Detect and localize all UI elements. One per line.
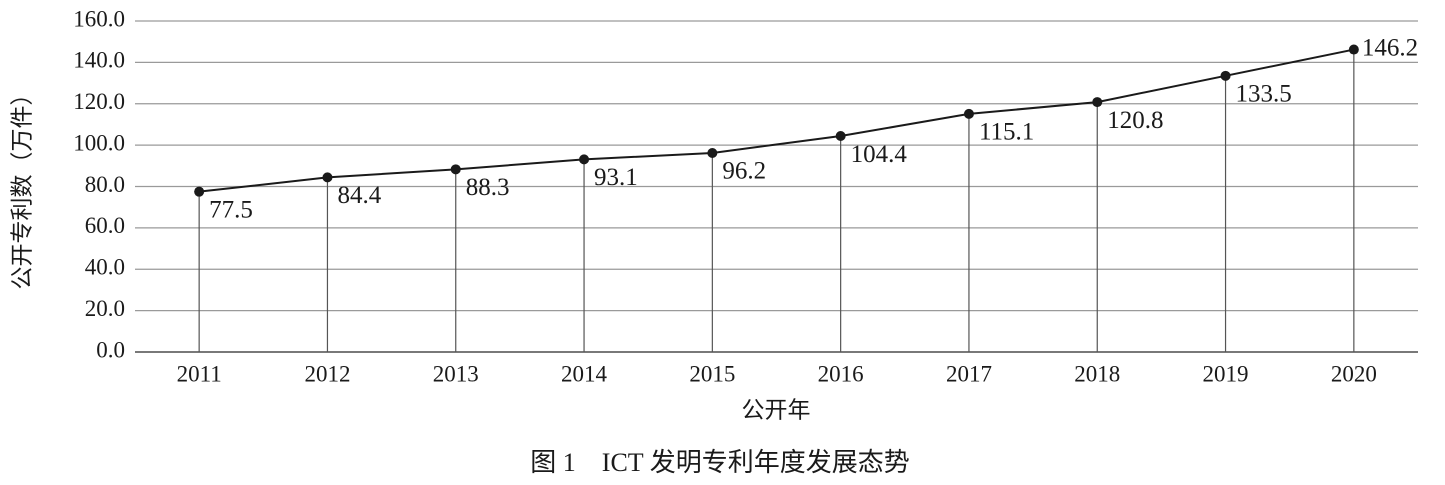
x-axis-label: 公开年	[742, 397, 811, 422]
data-label: 104.4	[851, 141, 908, 168]
y-tick-label: 20.0	[85, 296, 125, 321]
caption: 图 1 ICT 发明专利年度发展态势	[530, 448, 909, 477]
x-tick-label: 2011	[177, 361, 222, 386]
x-tick-label: 2014	[561, 361, 608, 386]
point	[1348, 44, 1359, 55]
data-label: 88.3	[466, 174, 510, 201]
point	[1220, 70, 1231, 81]
point	[707, 147, 718, 158]
point	[194, 186, 205, 197]
point	[835, 131, 846, 142]
data-label: 84.4	[337, 182, 381, 209]
data-label: 133.5	[1236, 81, 1292, 108]
x-tick-label: 2020	[1331, 361, 1377, 386]
data-label: 146.2	[1362, 34, 1418, 61]
x-tick-label: 2019	[1203, 361, 1249, 386]
data-label: 93.1	[594, 164, 638, 191]
y-tick-label: 40.0	[85, 255, 125, 280]
line	[199, 48, 1355, 193]
y-tick-label: 120.0	[73, 89, 125, 114]
y-tick-label: 80.0	[85, 172, 125, 197]
x-tick-label: 2018	[1074, 361, 1120, 386]
x-tick-label: 2013	[433, 361, 479, 386]
y-tick-label: 0.0	[96, 337, 125, 362]
x-tick-label: 2015	[689, 361, 735, 386]
y-tick-label: 60.0	[85, 213, 125, 238]
point	[963, 108, 974, 119]
data-label: 120.8	[1107, 107, 1163, 134]
data-label: 96.2	[722, 158, 766, 185]
y-axis-label: 公开专利数（万件）	[9, 83, 34, 290]
data-label: 115.1	[979, 119, 1034, 146]
y-tick-label: 140.0	[73, 48, 125, 73]
point	[1092, 97, 1103, 108]
x-tick-label: 2012	[304, 361, 350, 386]
point	[450, 164, 461, 175]
point	[322, 172, 333, 183]
x-tick-label: 2016	[818, 361, 864, 386]
data-label: 77.5	[209, 196, 253, 223]
y-tick-label: 100.0	[73, 130, 125, 155]
y-tick-label: 160.0	[73, 6, 125, 31]
point	[579, 154, 590, 165]
x-tick-label: 2017	[946, 361, 992, 386]
